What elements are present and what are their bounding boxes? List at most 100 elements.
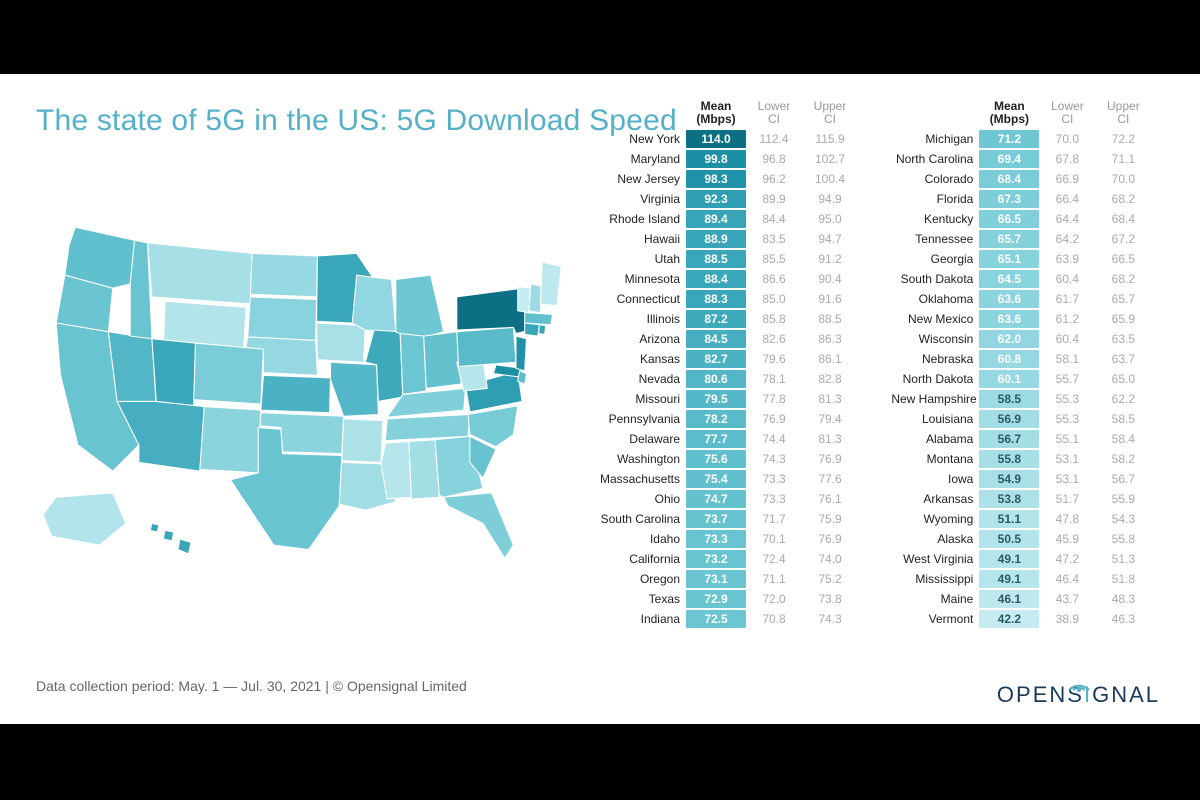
cell-upper-ci: 73.8 (802, 592, 858, 606)
state-me (540, 262, 561, 306)
cell-upper-ci: 76.9 (802, 452, 858, 466)
cell-mean: 67.3 (979, 190, 1039, 208)
table-header: Mean(Mbps) LowerCI UpperCI (598, 92, 880, 126)
cell-state: New Jersey (598, 172, 686, 186)
cell-mean: 55.8 (979, 450, 1039, 468)
cell-mean: 92.3 (686, 190, 746, 208)
table-row: Hawaii88.983.594.7 (598, 229, 880, 249)
cell-mean: 80.6 (686, 370, 746, 388)
cell-upper-ci: 70.0 (1095, 172, 1151, 186)
cell-upper-ci: 65.0 (1095, 372, 1151, 386)
table-row: Oregon73.171.175.2 (598, 569, 880, 589)
cell-mean: 66.5 (979, 210, 1039, 228)
cell-state: Pennsylvania (598, 412, 686, 426)
cell-lower-ci: 66.9 (1039, 172, 1095, 186)
state-ut (152, 339, 196, 406)
cell-mean: 73.7 (686, 510, 746, 528)
cell-lower-ci: 78.1 (746, 372, 802, 386)
cell-lower-ci: 72.4 (746, 552, 802, 566)
cell-lower-ci: 89.9 (746, 192, 802, 206)
cell-mean: 72.9 (686, 590, 746, 608)
cell-state: Montana (891, 452, 979, 466)
cell-mean: 88.5 (686, 250, 746, 268)
cell-state: Alabama (891, 432, 979, 446)
cell-mean: 88.4 (686, 270, 746, 288)
cell-mean: 75.4 (686, 470, 746, 488)
cell-upper-ci: 68.2 (1095, 272, 1151, 286)
state-oh (424, 332, 461, 389)
cell-state: Virginia (598, 192, 686, 206)
cell-state: Ohio (598, 492, 686, 506)
state-al (409, 440, 439, 499)
cell-upper-ci: 72.2 (1095, 132, 1151, 146)
cell-mean: 65.1 (979, 250, 1039, 268)
cell-lower-ci: 55.3 (1039, 412, 1095, 426)
cell-upper-ci: 86.1 (802, 352, 858, 366)
cell-upper-ci: 58.5 (1095, 412, 1151, 426)
state-pa (457, 327, 516, 366)
cell-lower-ci: 55.3 (1039, 392, 1095, 406)
cell-state: Arkansas (891, 492, 979, 506)
cell-state: Georgia (891, 252, 979, 266)
cell-upper-ci: 56.7 (1095, 472, 1151, 486)
state-mt (148, 243, 253, 304)
cell-upper-ci: 81.3 (802, 432, 858, 446)
cell-state: North Dakota (891, 372, 979, 386)
cell-upper-ci: 55.8 (1095, 532, 1151, 546)
cell-upper-ci: 100.4 (802, 172, 858, 186)
cell-mean: 60.8 (979, 350, 1039, 368)
header-upper-ci: UpperCI (802, 100, 858, 126)
state-fl (444, 493, 514, 558)
cell-state: Maryland (598, 152, 686, 166)
cell-lower-ci: 86.6 (746, 272, 802, 286)
cell-upper-ci: 75.2 (802, 572, 858, 586)
cell-mean: 63.6 (979, 310, 1039, 328)
cell-lower-ci: 96.8 (746, 152, 802, 166)
table-row: North Dakota60.155.765.0 (891, 369, 1173, 389)
table-row: Wyoming51.147.854.3 (891, 509, 1173, 529)
cell-mean: 98.3 (686, 170, 746, 188)
table-row: New Jersey98.396.2100.4 (598, 169, 880, 189)
cell-state: South Carolina (598, 512, 686, 526)
cell-state: Delaware (598, 432, 686, 446)
cell-state: Idaho (598, 532, 686, 546)
header-upper-ci: UpperCI (1095, 100, 1151, 126)
cell-lower-ci: 70.8 (746, 612, 802, 626)
report-card: The state of 5G in the US: 5G Download S… (0, 74, 1200, 724)
table-row: Illinois87.285.888.5 (598, 309, 880, 329)
cell-mean: 51.1 (979, 510, 1039, 528)
table-row: South Dakota64.560.468.2 (891, 269, 1173, 289)
table-row: Delaware77.774.481.3 (598, 429, 880, 449)
cell-upper-ci: 81.3 (802, 392, 858, 406)
state-nm (200, 407, 261, 473)
state-ma (525, 313, 553, 325)
cell-lower-ci: 53.1 (1039, 452, 1095, 466)
table-row: Alaska50.545.955.8 (891, 529, 1173, 549)
cell-upper-ci: 76.9 (802, 532, 858, 546)
cell-lower-ci: 79.6 (746, 352, 802, 366)
cell-upper-ci: 94.9 (802, 192, 858, 206)
cell-state: Connecticut (598, 292, 686, 306)
table-row: Virginia92.389.994.9 (598, 189, 880, 209)
cell-lower-ci: 66.4 (1039, 192, 1095, 206)
cell-lower-ci: 64.2 (1039, 232, 1095, 246)
table-row: Tennessee65.764.267.2 (891, 229, 1173, 249)
cell-state: Massachusetts (598, 472, 686, 486)
cell-lower-ci: 55.7 (1039, 372, 1095, 386)
cell-state: New York (598, 132, 686, 146)
cell-upper-ci: 82.8 (802, 372, 858, 386)
table-row: Vermont42.238.946.3 (891, 609, 1173, 629)
table-row: New Hampshire58.555.362.2 (891, 389, 1173, 409)
state-ks (261, 375, 331, 412)
cell-mean: 88.3 (686, 290, 746, 308)
cell-state: Alaska (891, 532, 979, 546)
table-row: New York114.0112.4115.9 (598, 129, 880, 149)
cell-state: South Dakota (891, 272, 979, 286)
cell-lower-ci: 96.2 (746, 172, 802, 186)
cell-upper-ci: 68.2 (1095, 192, 1151, 206)
cell-mean: 88.9 (686, 230, 746, 248)
cell-lower-ci: 85.0 (746, 292, 802, 306)
table-row: Missouri79.577.881.3 (598, 389, 880, 409)
cell-lower-ci: 74.3 (746, 452, 802, 466)
cell-lower-ci: 38.9 (1039, 612, 1095, 626)
